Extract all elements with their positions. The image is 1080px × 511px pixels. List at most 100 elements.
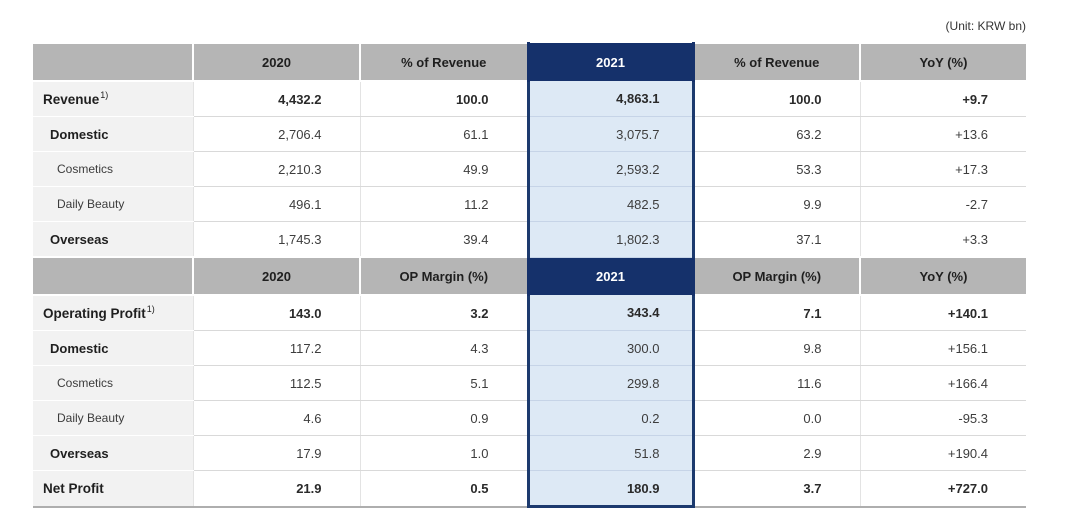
table-row: Net Profit 21.9 0.5 180.9 3.7 +727.0 (33, 470, 1026, 508)
row-label-text: Revenue (43, 91, 100, 107)
value-cell: 100.0 (693, 81, 861, 117)
value-cell: +140.1 (860, 295, 1026, 331)
value-cell: 39.4 (360, 221, 529, 258)
value-cell: +17.3 (860, 151, 1026, 187)
row-label: Operating Profit1) (33, 295, 194, 331)
value-cell: 49.9 (360, 151, 529, 187)
table-row: Operating Profit1) 143.0 3.2 343.4 7.1 +140.1 (33, 295, 1026, 331)
value-cell-2021: 482.5 (526, 186, 695, 222)
value-cell: 63.2 (693, 116, 861, 152)
value-cell: 2.9 (693, 435, 861, 471)
value-cell: -2.7 (860, 186, 1026, 222)
value-cell: 21.9 (193, 470, 361, 508)
value-cell: 1.0 (360, 435, 529, 471)
footnote-marker: 1) (100, 90, 109, 100)
value-cell: 0.9 (360, 400, 529, 436)
value-cell-2021: 4,863.1 (526, 81, 695, 117)
header-cell: 2020 (192, 256, 361, 296)
value-cell-2021: 0.2 (526, 400, 695, 436)
value-cell-2021: 2,593.2 (526, 151, 695, 187)
value-cell: 9.9 (693, 186, 861, 222)
value-cell: 4.3 (360, 330, 529, 366)
value-cell: +166.4 (860, 365, 1026, 401)
value-cell-2021: 180.9 (526, 470, 695, 508)
value-cell: 11.2 (360, 186, 529, 222)
table-row: Domestic 117.2 4.3 300.0 9.8 +156.1 (33, 330, 1026, 366)
row-label: Overseas (33, 435, 194, 471)
table-row: Domestic 2,706.4 61.1 3,075.7 63.2 +13.6 (33, 116, 1026, 152)
value-cell: +13.6 (860, 116, 1026, 152)
header-cell (33, 42, 194, 82)
row-label-text: Overseas (50, 231, 109, 247)
value-cell-2021: 1,802.3 (526, 221, 695, 258)
header-cell: % of Revenue (359, 42, 529, 82)
value-cell-2021: 343.4 (526, 295, 695, 331)
row-label-text: Operating Profit (43, 305, 146, 321)
value-cell: 11.6 (693, 365, 861, 401)
value-cell: 17.9 (193, 435, 361, 471)
value-cell: 5.1 (360, 365, 529, 401)
table-row: Overseas 17.9 1.0 51.8 2.9 +190.4 (33, 435, 1026, 471)
header-cell: YoY (%) (859, 42, 1026, 82)
value-cell: 9.8 (693, 330, 861, 366)
row-label-text: Overseas (50, 445, 109, 461)
table-header-row: 2020% of Revenue 2021% of Revenue YoY (%) (33, 42, 1026, 82)
value-cell: 0.0 (693, 400, 861, 436)
header-cell: 2020 (192, 42, 361, 82)
value-cell: +9.7 (860, 81, 1026, 117)
header-cell-2021-highlight: 2021 (526, 257, 695, 295)
unit-note: (Unit: KRW bn) (945, 19, 1026, 33)
value-cell: 100.0 (360, 81, 529, 117)
row-label-text: Cosmetics (57, 376, 114, 390)
value-cell-2021: 300.0 (526, 330, 695, 366)
footnote-marker: 1) (146, 304, 155, 314)
row-label-text: Cosmetics (57, 162, 114, 176)
table-row: Cosmetics 2,210.3 49.9 2,593.2 53.3 +17.3 (33, 151, 1026, 187)
row-label: Domestic (33, 116, 194, 152)
value-cell: 4.6 (193, 400, 361, 436)
header-cell: OP Margin (%) (359, 256, 529, 296)
value-cell-2021: 3,075.7 (526, 116, 695, 152)
value-cell: +190.4 (860, 435, 1026, 471)
row-label: Daily Beauty (33, 400, 194, 436)
header-cell: % of Revenue (692, 42, 861, 82)
table-row: Daily Beauty 4.6 0.9 0.2 0.0 -95.3 (33, 400, 1026, 436)
financial-results-table: 2020% of Revenue 2021% of Revenue YoY (%) R… (33, 42, 1026, 508)
value-cell: +727.0 (860, 470, 1026, 508)
row-label-text: Daily Beauty (57, 411, 125, 425)
table-row: Daily Beauty 496.1 11.2 482.5 9.9 -2.7 (33, 186, 1026, 222)
value-cell-2021: 51.8 (526, 435, 695, 471)
table-row: Overseas 1,745.3 39.4 1,802.3 37.1 +3.3 (33, 221, 1026, 258)
table-row: Cosmetics 112.5 5.1 299.8 11.6 +166.4 (33, 365, 1026, 401)
row-label: Revenue1) (33, 81, 194, 117)
row-label: Domestic (33, 330, 194, 366)
table-header-row: 2020 OP Margin (%) 2021 OP Margin (%) YoY (%… (33, 256, 1026, 296)
value-cell: 2,210.3 (193, 151, 361, 187)
value-cell: 143.0 (193, 295, 361, 331)
value-cell: 3.7 (693, 470, 861, 508)
row-label: Cosmetics (33, 365, 194, 401)
row-label-text: Domestic (50, 126, 109, 142)
header-cell (33, 256, 194, 296)
row-label-text: Daily Beauty (57, 197, 125, 211)
value-cell: 4,432.2 (193, 81, 361, 117)
row-label: Net Profit (33, 470, 194, 508)
value-cell: 53.3 (693, 151, 861, 187)
header-cell: OP Margin (%) (692, 256, 861, 296)
value-cell: 117.2 (193, 330, 361, 366)
header-cell: YoY (%) (859, 256, 1026, 296)
row-label: Overseas (33, 221, 194, 258)
value-cell: 112.5 (193, 365, 361, 401)
value-cell: 37.1 (693, 221, 861, 258)
value-cell: +3.3 (860, 221, 1026, 258)
value-cell: 2,706.4 (193, 116, 361, 152)
value-cell: +156.1 (860, 330, 1026, 366)
value-cell: 496.1 (193, 186, 361, 222)
value-cell-2021: 299.8 (526, 365, 695, 401)
header-cell-2021-highlight: 2021 (526, 43, 695, 81)
row-label-text: Domestic (50, 340, 109, 356)
row-label-text: Net Profit (43, 480, 104, 496)
row-label: Cosmetics (33, 151, 194, 187)
value-cell: 1,745.3 (193, 221, 361, 258)
